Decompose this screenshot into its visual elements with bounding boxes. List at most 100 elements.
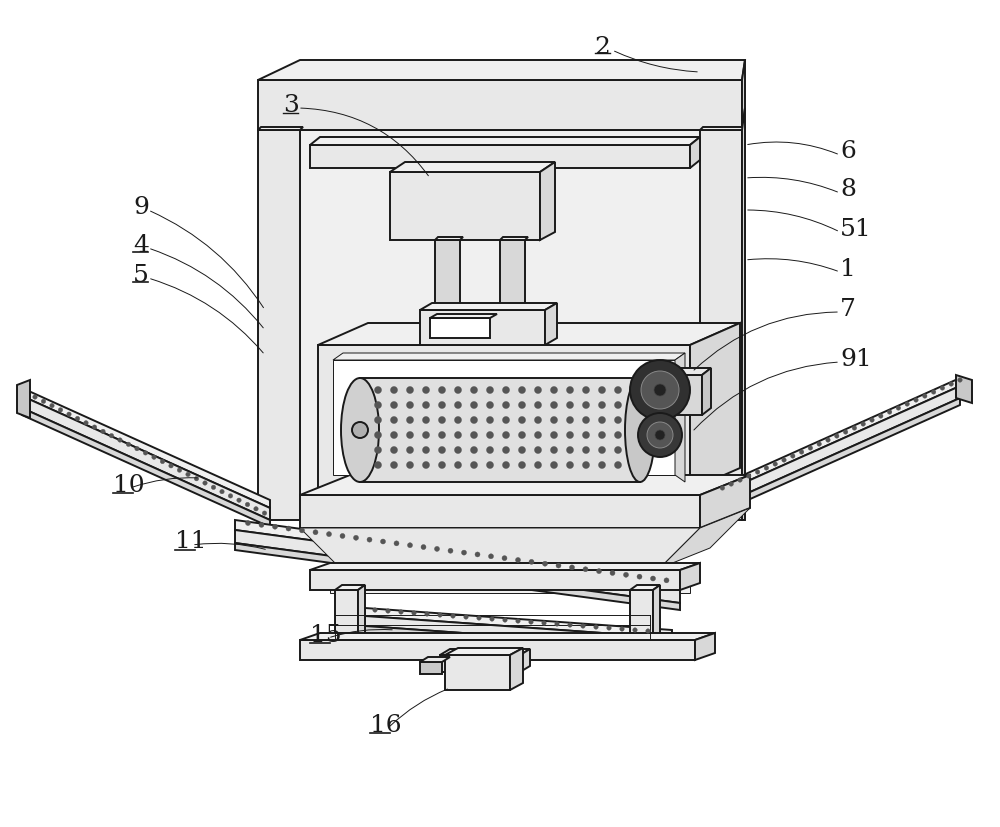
Polygon shape (956, 375, 972, 403)
Circle shape (566, 461, 574, 469)
Circle shape (471, 417, 478, 423)
Polygon shape (22, 388, 270, 508)
Circle shape (143, 451, 148, 455)
Circle shape (390, 461, 398, 469)
Circle shape (647, 422, 673, 448)
Circle shape (949, 382, 953, 386)
Text: 6: 6 (840, 141, 856, 164)
Polygon shape (435, 237, 463, 240)
Polygon shape (630, 590, 653, 640)
Circle shape (503, 417, 510, 423)
Circle shape (566, 432, 574, 438)
Circle shape (596, 569, 602, 574)
Polygon shape (710, 378, 960, 498)
Text: 2: 2 (594, 36, 610, 59)
Circle shape (326, 532, 332, 537)
Polygon shape (333, 353, 685, 360)
Circle shape (412, 611, 416, 615)
Circle shape (406, 447, 414, 453)
Circle shape (211, 485, 216, 490)
Circle shape (861, 422, 865, 426)
Circle shape (641, 371, 679, 409)
Polygon shape (675, 353, 685, 482)
Circle shape (220, 490, 224, 494)
Circle shape (390, 417, 398, 423)
Circle shape (835, 434, 839, 438)
Circle shape (421, 544, 426, 550)
Circle shape (598, 417, 606, 423)
Circle shape (486, 401, 494, 409)
Circle shape (516, 619, 520, 624)
Circle shape (914, 398, 918, 402)
Circle shape (566, 447, 574, 453)
Circle shape (340, 533, 345, 538)
Circle shape (534, 461, 542, 469)
Text: 5: 5 (133, 264, 149, 286)
Circle shape (503, 447, 510, 453)
Circle shape (931, 390, 936, 394)
Circle shape (438, 432, 446, 438)
Circle shape (879, 414, 883, 418)
Circle shape (438, 461, 446, 469)
Circle shape (654, 384, 666, 396)
Circle shape (534, 447, 542, 453)
Polygon shape (445, 655, 510, 690)
Polygon shape (318, 323, 740, 345)
Circle shape (286, 526, 291, 531)
Text: 3: 3 (283, 93, 299, 117)
Circle shape (534, 432, 542, 438)
Polygon shape (420, 303, 557, 310)
Circle shape (598, 461, 606, 469)
Polygon shape (430, 314, 497, 318)
Polygon shape (742, 60, 745, 130)
Polygon shape (235, 530, 680, 603)
Circle shape (486, 447, 494, 453)
Circle shape (75, 416, 80, 421)
Circle shape (614, 417, 622, 423)
Circle shape (454, 432, 462, 438)
Circle shape (422, 417, 430, 423)
Circle shape (583, 566, 588, 571)
Circle shape (503, 461, 510, 469)
Polygon shape (333, 360, 675, 475)
Polygon shape (672, 375, 702, 415)
Circle shape (598, 447, 606, 453)
Circle shape (390, 401, 398, 409)
Polygon shape (22, 408, 270, 527)
Circle shape (488, 554, 494, 559)
Circle shape (738, 478, 742, 482)
Circle shape (422, 447, 430, 453)
Circle shape (550, 417, 558, 423)
Circle shape (374, 447, 382, 453)
Text: 7: 7 (840, 298, 856, 321)
Polygon shape (700, 127, 745, 130)
Circle shape (50, 404, 54, 408)
Polygon shape (695, 633, 715, 660)
Circle shape (503, 618, 507, 622)
Text: 91: 91 (840, 347, 872, 370)
Circle shape (555, 622, 559, 626)
Circle shape (454, 417, 462, 423)
Text: 10: 10 (113, 474, 145, 496)
Circle shape (422, 401, 430, 409)
Circle shape (390, 447, 398, 453)
Polygon shape (335, 585, 365, 590)
Circle shape (228, 494, 233, 498)
Circle shape (720, 485, 725, 490)
Circle shape (374, 417, 382, 423)
Circle shape (518, 447, 526, 453)
Circle shape (503, 401, 510, 409)
Polygon shape (672, 368, 711, 375)
Circle shape (373, 608, 377, 612)
Circle shape (534, 417, 542, 423)
Circle shape (610, 571, 615, 576)
Circle shape (354, 535, 358, 540)
Text: 15: 15 (310, 624, 342, 647)
Circle shape (655, 430, 665, 440)
Polygon shape (365, 608, 672, 638)
Circle shape (614, 401, 622, 409)
Polygon shape (545, 303, 557, 345)
Circle shape (550, 386, 558, 394)
Circle shape (614, 447, 622, 453)
Circle shape (406, 417, 414, 423)
